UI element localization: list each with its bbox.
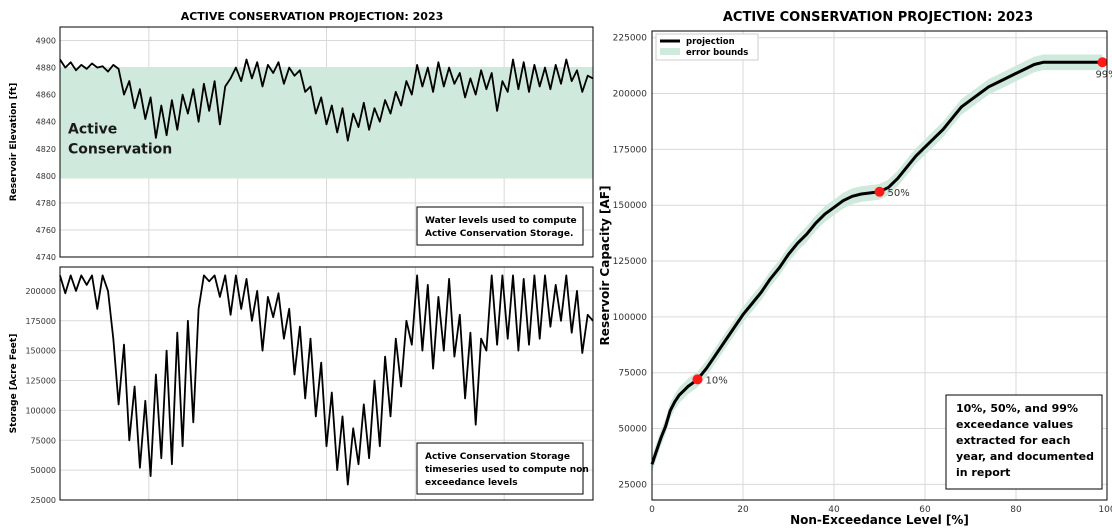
y-tick-label: 225000	[613, 34, 648, 44]
y-tick-label: 4840	[36, 118, 56, 127]
annotation-box	[945, 394, 1103, 490]
legend-box	[655, 33, 759, 61]
x-tick-label: 100	[1098, 505, 1112, 515]
legend-swatch-error-bounds	[660, 48, 680, 55]
annotation-text: extracted for each	[956, 434, 1070, 447]
exceedance-marker	[1097, 57, 1108, 68]
annotation-text: year, and documented	[956, 450, 1094, 463]
y-tick-label: 25000	[618, 480, 647, 490]
storage-chart: 25000 50000 75000 100000 125000 150000 175000 2…	[9, 266, 594, 505]
y-axis-label: Storage [Acre Feet]	[9, 334, 19, 434]
legend-label: projection	[686, 37, 735, 47]
y-axis-label: Reservoir Elevation [ft]	[9, 83, 19, 201]
y-tick-label: 4780	[36, 199, 56, 208]
x-tick-label: 40	[828, 505, 840, 515]
y-tick-label: 175000	[25, 317, 56, 326]
y-tick-label: 150000	[613, 201, 648, 211]
series-line	[59, 274, 594, 486]
exceedance-marker	[692, 374, 703, 385]
marker-label: 50%	[888, 188, 910, 199]
y-axis-label: Reservoir Capacity [AF]	[598, 186, 612, 346]
y-tick-label: 4740	[36, 253, 56, 262]
y-tick-label: 4860	[36, 91, 56, 100]
exceedance-marker	[874, 186, 885, 197]
left-chart-title: ACTIVE CONSERVATION PROJECTION: 2023	[181, 10, 444, 23]
plot-frame	[59, 26, 594, 258]
annotation-box	[416, 442, 584, 495]
x-axis-label: Non-Exceedance Level [%]	[790, 513, 969, 527]
y-tick-label: 4760	[36, 226, 56, 235]
exceedance-chart: 25000 50000 75000 100000 125000 150000 175000 2…	[598, 30, 1112, 527]
y-tick-label: 4900	[36, 37, 56, 46]
x-tick-label: 0	[649, 505, 655, 515]
y-tick-label: 75000	[618, 369, 647, 379]
marker-label: 99%	[1095, 69, 1112, 80]
y-tick-label: 100000	[25, 406, 56, 415]
annotation-text: exceedance values	[956, 418, 1074, 431]
y-tick-label: 4820	[36, 145, 56, 154]
band-label: Conservation	[68, 142, 172, 158]
y-tick-label: 200000	[25, 287, 56, 296]
elevation-chart: 4740 4760 4780 4800 4820 4840 4860 4880 4900 Acti…	[9, 26, 594, 262]
x-tick-label: 80	[1010, 505, 1022, 515]
right-chart-title: ACTIVE CONSERVATION PROJECTION: 2023	[723, 10, 1033, 25]
annotation-text: exceedance levels	[425, 478, 518, 488]
y-tick-label: 75000	[31, 436, 56, 445]
legend-label: error bounds	[686, 48, 748, 58]
y-tick-label: 150000	[25, 347, 56, 356]
annotation-text: in report	[956, 466, 1010, 479]
plot-frame	[651, 30, 1108, 501]
y-tick-label: 125000	[613, 257, 648, 267]
x-tick-label: 20	[737, 505, 749, 515]
y-tick-label: 50000	[31, 466, 56, 475]
plot-frame	[59, 266, 594, 501]
y-tick-label: 175000	[613, 145, 648, 155]
annotation-box	[416, 206, 584, 246]
y-tick-label: 50000	[618, 425, 647, 435]
annotation-text: timeseries used to compute non	[425, 465, 589, 475]
y-tick-label: 4800	[36, 172, 56, 181]
y-tick-label: 4880	[36, 64, 56, 73]
annotation-text: Water levels used to compute	[425, 216, 577, 226]
y-tick-label: 125000	[25, 377, 56, 386]
annotation-text: Active Conservation Storage	[425, 452, 570, 462]
y-tick-label: 25000	[31, 496, 56, 505]
marker-label: 10%	[706, 375, 728, 386]
annotation-text: 10%, 50%, and 99%	[956, 402, 1078, 415]
annotation-text: Active Conservation Storage.	[425, 229, 573, 239]
y-tick-label: 200000	[613, 90, 648, 100]
band-label: Active	[68, 122, 117, 138]
x-tick-label: 60	[919, 505, 931, 515]
series-line	[59, 58, 594, 142]
y-tick-label: 100000	[613, 313, 648, 323]
